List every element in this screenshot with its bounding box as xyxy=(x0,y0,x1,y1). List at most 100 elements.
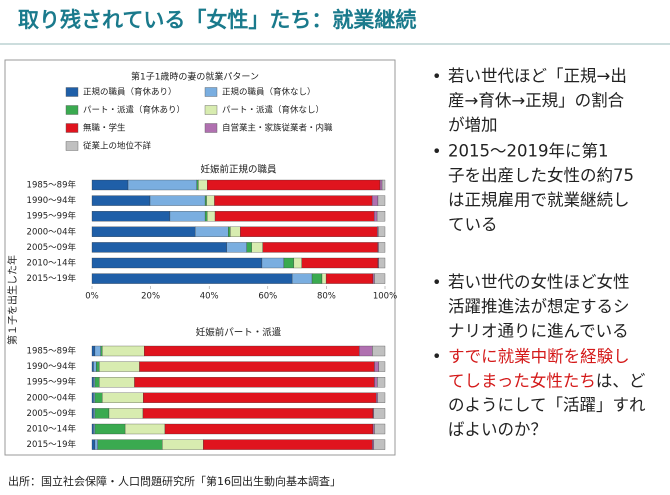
bar-segment xyxy=(139,361,375,372)
y-tick-label: 2010～14年 xyxy=(27,424,77,435)
bar-segment xyxy=(91,211,171,222)
bar-segment xyxy=(91,195,151,206)
bar-segment xyxy=(94,345,101,357)
bar-segment xyxy=(91,408,94,419)
bullet-line: てしまった女性たちは、ど xyxy=(448,371,646,390)
bullet-line: 若い世代ほど「正規→出 xyxy=(448,67,627,86)
x-tick-label: 80% xyxy=(317,292,336,302)
y-tick-label: 2015～19年 xyxy=(27,273,77,284)
bar-segment xyxy=(94,423,126,435)
bar-segment xyxy=(102,392,144,403)
bar-segment xyxy=(96,361,100,372)
bar-segment xyxy=(301,257,379,269)
bullet-text: は、ど xyxy=(596,371,646,390)
bar-segment xyxy=(134,377,375,388)
bar-segment xyxy=(376,211,386,222)
bar-segment xyxy=(283,257,295,269)
bar-segment xyxy=(97,439,163,450)
bar-segment xyxy=(149,195,206,206)
bar-segment xyxy=(230,226,241,237)
bullet-line: 2015～2019年に第1 xyxy=(448,142,608,161)
bar-segment xyxy=(91,345,96,357)
bar-segment xyxy=(162,439,204,450)
bar-segment xyxy=(321,273,327,284)
bullet-line: 産→育休→正規」の割合 xyxy=(448,91,624,110)
chart-title: 妊娠前パート・派遣 xyxy=(196,327,282,339)
y-tick-label: 2005～09年 xyxy=(27,242,77,253)
x-tick-label: 60% xyxy=(258,292,277,302)
bar-segment xyxy=(99,377,135,388)
bar-segment xyxy=(371,195,379,206)
bullet-marker: • xyxy=(432,347,441,366)
x-tick-label: 40% xyxy=(200,292,219,302)
y-tick-label: 2000～04年 xyxy=(27,392,77,403)
y-tick-label: 1990～94年 xyxy=(27,195,77,206)
bar-segment xyxy=(91,242,227,253)
legend-swatch xyxy=(65,123,79,133)
bar-segment xyxy=(311,273,323,284)
bar-segment xyxy=(377,392,386,403)
bar-segment xyxy=(124,423,166,435)
bullet-line: が増加 xyxy=(448,116,498,135)
bar-segment xyxy=(100,345,103,357)
y-tick-label: 1995～99年 xyxy=(27,377,77,388)
bar-segment xyxy=(99,361,140,372)
bar-segment xyxy=(194,226,229,237)
bar-segment xyxy=(91,377,94,388)
bar-segment xyxy=(381,179,386,191)
bullet-line: 活躍推進法が想定するシ xyxy=(448,297,630,316)
bar-segment xyxy=(93,377,96,388)
legend-swatch xyxy=(65,105,79,115)
y-tick-label: 1985～89年 xyxy=(27,180,77,191)
bar-segment xyxy=(93,423,96,435)
chart-title: 妊娠前正規の職員 xyxy=(200,164,277,176)
bar-segment xyxy=(91,226,196,237)
bar-segment xyxy=(378,257,386,269)
legend-label: 従業上の地位不詳 xyxy=(83,141,152,152)
bullet-line: ている xyxy=(448,215,498,234)
bar-segment xyxy=(214,195,373,206)
bar-segment xyxy=(108,408,144,419)
bar-segment xyxy=(377,195,386,206)
bar-segment xyxy=(251,242,263,253)
bar-segment xyxy=(142,408,374,419)
bar-segment xyxy=(203,439,373,450)
bar-segment xyxy=(226,242,247,253)
legend-label: 正規の職員（育休あり） xyxy=(83,87,177,98)
bullet-marker: • xyxy=(432,67,441,86)
bar-segment xyxy=(214,211,375,222)
bar-segment xyxy=(94,439,99,450)
bar-segment xyxy=(91,392,94,403)
bullet-line: 若い世代の女性ほど女性 xyxy=(448,273,630,292)
legend-swatch xyxy=(204,123,218,133)
bar-segment xyxy=(206,195,215,206)
x-tick-label: 20% xyxy=(141,292,160,302)
legend-label: 自営業主・家族従業者・内職 xyxy=(222,123,333,134)
bullet-marker: • xyxy=(432,273,441,292)
bar-segment xyxy=(240,226,378,237)
bar-segment xyxy=(378,361,386,372)
y-tick-label: 2000～04年 xyxy=(27,226,77,237)
bullet-line: 子を出産した女性の約75 xyxy=(448,166,634,185)
y-tick-label: 1985～89年 xyxy=(27,346,77,357)
bar-segment xyxy=(102,345,145,357)
bar-segment xyxy=(377,377,386,388)
source-note: 出所：国立社会保障・人口問題研究所「第16回出生動向基本調査」 xyxy=(8,474,341,488)
bar-segment xyxy=(374,377,378,388)
bullet-marker: • xyxy=(432,142,441,161)
bar-segment xyxy=(206,179,381,191)
bar-segment xyxy=(93,408,96,419)
bar-segment xyxy=(373,439,386,450)
bar-segment xyxy=(374,273,386,284)
y-tick-label: 2005～09年 xyxy=(27,408,77,419)
legend-title: 第1子1歳時の妻の就業パターン xyxy=(131,71,259,83)
x-tick-label: 100% xyxy=(373,292,397,302)
chart-frame xyxy=(4,59,396,456)
bar-segment xyxy=(378,242,386,253)
bar-segment xyxy=(372,423,375,435)
bar-segment xyxy=(261,257,285,269)
y-tick-label: 2015～19年 xyxy=(27,439,77,450)
bar-segment xyxy=(196,179,199,191)
bar-segment xyxy=(198,179,208,191)
bar-segment xyxy=(372,345,386,357)
